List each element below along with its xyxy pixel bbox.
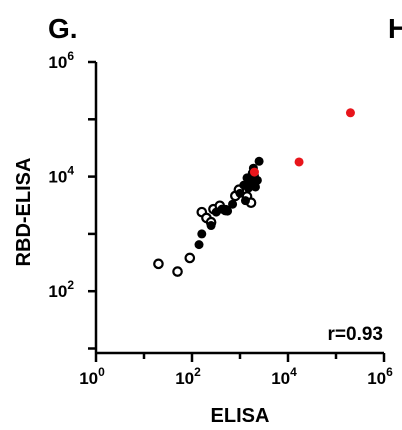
x-tick-label: 104: [271, 365, 297, 388]
filled-data-point: [206, 221, 216, 231]
filled-data-point: [194, 240, 204, 250]
correlation-annotation: r=0.93: [328, 324, 383, 345]
filled-data-point: [197, 229, 207, 239]
open-data-point: [172, 266, 183, 277]
filled-data-point: [228, 199, 238, 209]
x-tick-label: 102: [175, 365, 201, 388]
filled-data-point: [235, 188, 245, 198]
red-data-point: [294, 157, 304, 167]
y-tick-label: 104: [48, 164, 74, 187]
open-data-point: [184, 252, 196, 264]
filled-data-point: [223, 206, 233, 216]
x-axis-label: ELISA: [211, 405, 270, 427]
next-panel-label-fragment: H: [388, 13, 402, 44]
panel-label: G.: [48, 13, 78, 44]
filled-data-point: [240, 196, 250, 206]
filled-data-point: [254, 156, 264, 166]
y-axis-ticks: 102 104 106: [48, 49, 96, 350]
red-data-point: [345, 108, 355, 118]
axes: [94, 62, 384, 355]
x-tick-label: 100: [79, 365, 105, 388]
x-tick-label: 106: [367, 365, 393, 388]
y-tick-label: 106: [48, 49, 74, 72]
y-axis-label: RBD-ELISA: [13, 158, 35, 267]
y-tick-label: 102: [48, 278, 74, 301]
red-data-point: [249, 167, 259, 177]
data-points: [153, 108, 355, 277]
open-data-point: [153, 258, 164, 270]
filled-data-point: [252, 175, 262, 185]
x-axis-ticks: 100 102 104 106: [79, 353, 393, 388]
